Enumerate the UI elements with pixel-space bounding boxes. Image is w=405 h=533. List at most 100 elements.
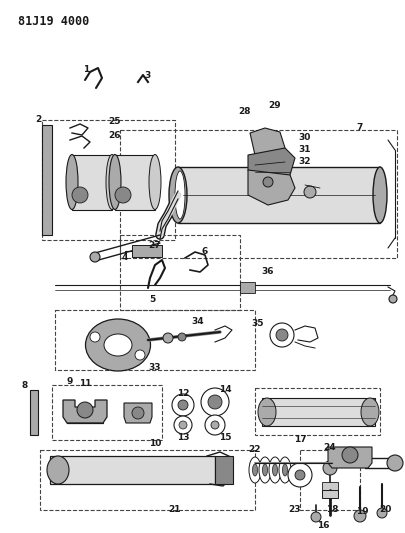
Ellipse shape	[257, 398, 275, 426]
Bar	[30, 390, 38, 435]
Bar	[239, 282, 254, 293]
Text: 7: 7	[356, 123, 362, 132]
Text: 1: 1	[83, 66, 89, 75]
Ellipse shape	[175, 171, 185, 219]
Text: 3: 3	[145, 70, 151, 79]
Bar	[120, 130, 396, 258]
Text: 27: 27	[148, 240, 161, 249]
Circle shape	[262, 177, 272, 187]
Circle shape	[135, 350, 145, 360]
Text: 20: 20	[378, 505, 390, 514]
Circle shape	[322, 461, 336, 475]
Circle shape	[287, 463, 311, 487]
Polygon shape	[63, 400, 107, 423]
Text: 81J19 4000: 81J19 4000	[18, 15, 89, 28]
Circle shape	[177, 400, 188, 410]
Bar	[120, 235, 239, 310]
Circle shape	[162, 333, 173, 343]
Ellipse shape	[372, 167, 386, 223]
Bar	[42, 125, 52, 235]
Bar	[55, 310, 254, 370]
Bar	[40, 450, 254, 510]
Polygon shape	[247, 170, 294, 205]
Text: 18: 18	[325, 505, 337, 514]
Ellipse shape	[149, 155, 161, 209]
Circle shape	[294, 470, 304, 480]
Text: 30: 30	[298, 133, 310, 142]
Circle shape	[386, 455, 402, 471]
Polygon shape	[249, 128, 284, 158]
Circle shape	[174, 416, 192, 434]
Ellipse shape	[282, 464, 287, 476]
Ellipse shape	[248, 457, 260, 483]
Text: 13: 13	[176, 432, 189, 441]
Ellipse shape	[252, 464, 257, 476]
Ellipse shape	[269, 457, 280, 483]
Bar	[52, 385, 162, 440]
Text: 2: 2	[35, 116, 41, 125]
Text: 10: 10	[149, 439, 161, 448]
Circle shape	[90, 332, 100, 342]
Circle shape	[376, 508, 386, 518]
Circle shape	[388, 295, 396, 303]
Ellipse shape	[262, 464, 267, 476]
Ellipse shape	[109, 155, 121, 209]
Text: 12: 12	[176, 389, 189, 398]
Text: 24: 24	[323, 442, 335, 451]
Bar	[321, 482, 337, 494]
Circle shape	[207, 395, 222, 409]
Circle shape	[341, 447, 357, 463]
Text: 29: 29	[268, 101, 281, 109]
Text: 15: 15	[218, 432, 231, 441]
Text: 34: 34	[191, 318, 204, 327]
Text: 35: 35	[251, 319, 264, 327]
Polygon shape	[124, 403, 151, 423]
Bar	[72, 155, 112, 210]
Polygon shape	[327, 447, 371, 468]
Ellipse shape	[66, 155, 78, 209]
Bar	[115, 155, 155, 210]
Text: 19: 19	[355, 507, 367, 516]
Text: 28: 28	[238, 108, 251, 117]
Text: 16: 16	[316, 521, 328, 529]
Circle shape	[353, 510, 365, 522]
Text: 25: 25	[109, 117, 121, 126]
Ellipse shape	[106, 155, 118, 209]
Text: 14: 14	[218, 385, 231, 394]
Text: 31: 31	[298, 146, 311, 155]
Circle shape	[132, 407, 144, 419]
Polygon shape	[247, 148, 294, 185]
Circle shape	[303, 186, 315, 198]
Text: 21: 21	[168, 505, 181, 514]
Text: 9: 9	[67, 377, 73, 386]
Ellipse shape	[278, 457, 290, 483]
Circle shape	[310, 512, 320, 522]
Bar	[50, 456, 215, 484]
Text: 4: 4	[122, 253, 128, 262]
Text: 23: 23	[288, 505, 301, 514]
Text: 8: 8	[22, 381, 28, 390]
Bar	[321, 490, 337, 498]
Text: 22: 22	[248, 446, 260, 455]
Bar	[261, 398, 374, 426]
Circle shape	[179, 421, 187, 429]
Ellipse shape	[90, 252, 100, 262]
Circle shape	[115, 187, 131, 203]
Circle shape	[211, 421, 218, 429]
Bar	[132, 245, 162, 257]
Bar	[177, 167, 379, 223]
Text: 5: 5	[149, 295, 155, 304]
Ellipse shape	[47, 456, 69, 484]
Ellipse shape	[360, 398, 378, 426]
Text: 17: 17	[293, 435, 305, 445]
Ellipse shape	[272, 464, 277, 476]
Bar	[42, 120, 175, 240]
Ellipse shape	[168, 167, 187, 223]
Circle shape	[172, 394, 194, 416]
Circle shape	[72, 187, 88, 203]
Text: 26: 26	[109, 131, 121, 140]
Text: 36: 36	[261, 268, 273, 277]
Circle shape	[275, 329, 287, 341]
Bar	[299, 450, 359, 510]
Ellipse shape	[85, 319, 150, 371]
